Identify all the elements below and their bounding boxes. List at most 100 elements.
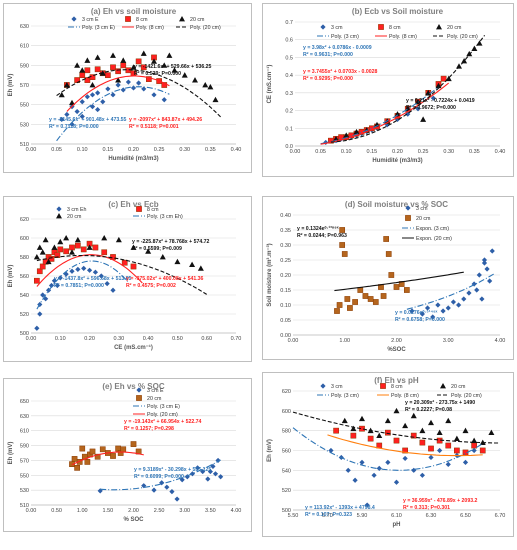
equation-label: R² = 0.5599; P=0.009 xyxy=(132,246,182,252)
data-point xyxy=(110,287,116,293)
legend-label: 8 cm xyxy=(391,384,403,390)
data-point xyxy=(159,254,166,260)
y-tick-label: 0.25 xyxy=(280,258,291,264)
data-point xyxy=(179,477,185,483)
data-point xyxy=(79,445,86,452)
data-point xyxy=(372,299,379,305)
equation-label: y = 36.959x² - 476.89x + 2093.2 xyxy=(403,498,478,504)
legend-label: 20 cm xyxy=(67,214,82,220)
data-point xyxy=(339,227,346,233)
y-tick-label: 0.15 xyxy=(280,288,291,294)
data-point xyxy=(75,242,81,249)
x-tick-label: 5.50 xyxy=(288,513,299,519)
trendline xyxy=(334,271,464,292)
trendline xyxy=(320,86,439,145)
x-tick-label: 0.70 xyxy=(231,336,242,342)
data-point xyxy=(130,85,137,91)
x-tick-label: 4.00 xyxy=(231,508,242,514)
legend-marker xyxy=(380,383,386,389)
data-point xyxy=(130,263,137,270)
x-tick-label: 0.10 xyxy=(55,336,66,342)
y-tick-label: 570 xyxy=(20,458,29,464)
legend-marker xyxy=(56,206,62,212)
y-axis-label: Eh (mV) xyxy=(8,74,14,97)
x-tick-label: 2.50 xyxy=(154,508,165,514)
data-point xyxy=(120,57,127,63)
data-point xyxy=(59,116,65,123)
x-tick-label: 0.10 xyxy=(341,149,352,155)
chart-title: (f) Eh vs pH xyxy=(374,376,419,385)
data-point xyxy=(436,429,443,436)
data-point xyxy=(84,57,91,63)
data-point xyxy=(192,77,198,83)
data-point xyxy=(130,64,137,70)
legend-label: Poly. (8 cm) xyxy=(391,393,419,399)
x-tick-label: 3.00 xyxy=(179,508,190,514)
data-point xyxy=(394,116,401,123)
data-point xyxy=(384,417,391,424)
legend-label: Poly. (3 cm E) xyxy=(82,25,115,31)
x-tick-label: 0.25 xyxy=(154,147,165,153)
data-point xyxy=(350,432,357,439)
data-point xyxy=(384,122,390,128)
data-point xyxy=(345,467,351,473)
y-tick-label: 0.35 xyxy=(280,228,291,234)
equation-label: y = 0.1324e⁰·¹³⁸⁹ˣ xyxy=(297,226,339,232)
data-point xyxy=(420,116,427,122)
data-point xyxy=(347,305,353,311)
legend-label: Poly. (3 cm E) xyxy=(147,404,180,410)
data-point xyxy=(488,429,495,436)
equation-label: R² = 0.2227; P=0.08 xyxy=(405,407,452,413)
legend-label: 8 cm xyxy=(389,25,401,31)
data-point xyxy=(174,258,181,265)
legend-marker xyxy=(436,24,442,30)
data-point xyxy=(136,80,142,86)
data-point xyxy=(164,484,170,490)
data-point xyxy=(367,435,374,442)
x-tick-label: 0.00 xyxy=(26,147,37,153)
data-point xyxy=(39,263,46,270)
data-point xyxy=(64,111,70,118)
legend-label: Poly. (3 cm Eh) xyxy=(147,214,183,220)
data-point xyxy=(393,284,400,290)
data-point xyxy=(328,447,334,454)
trendline xyxy=(327,434,483,457)
data-point xyxy=(115,82,121,88)
data-point xyxy=(71,456,78,462)
data-point xyxy=(140,64,147,71)
data-point xyxy=(89,448,96,455)
data-point xyxy=(89,104,96,110)
legend-label: 8 cm xyxy=(136,17,148,23)
x-tick-label: 0.05 xyxy=(51,147,62,153)
chart-title: (b) Ecb vs Soil moisture xyxy=(352,7,444,16)
legend-label: Poly. (3 cm) xyxy=(331,393,359,399)
y-tick-label: 650 xyxy=(20,399,29,405)
data-point xyxy=(428,419,434,426)
data-point xyxy=(51,278,58,284)
legend-label: Poly. (20 cm) xyxy=(147,412,178,418)
data-point xyxy=(352,299,358,305)
series-1 xyxy=(34,240,137,284)
data-point xyxy=(57,238,64,245)
panel-c: 500 520 540 560 580 600 620 0.00 0.10 0.20 0.30 0.4… xyxy=(3,196,252,362)
equation-label: R² = 0.9295; P=0.000 xyxy=(303,76,353,82)
data-point xyxy=(336,302,343,308)
data-point xyxy=(445,305,451,311)
data-point xyxy=(151,487,157,493)
legend-label: Poly. (20 cm) xyxy=(190,25,221,31)
y-tick-label: 530 xyxy=(20,488,29,494)
y-tick-label: 630 xyxy=(20,414,29,420)
data-point xyxy=(151,92,157,98)
data-point xyxy=(212,96,219,103)
series-1 xyxy=(334,227,410,314)
data-point xyxy=(339,242,346,248)
equation-label: y = 20.309x² - 273.75x + 1490 xyxy=(405,400,475,406)
x-tick-label: 2.00 xyxy=(391,338,402,344)
data-point xyxy=(357,287,364,293)
y-tick-label: 560 xyxy=(20,274,29,280)
data-point xyxy=(456,63,462,69)
chart-title: (c) Eh vs Ecb xyxy=(108,200,158,209)
y-tick-label: 600 xyxy=(282,409,291,415)
data-point xyxy=(393,479,400,485)
x-tick-label: 0.25 xyxy=(418,149,429,155)
